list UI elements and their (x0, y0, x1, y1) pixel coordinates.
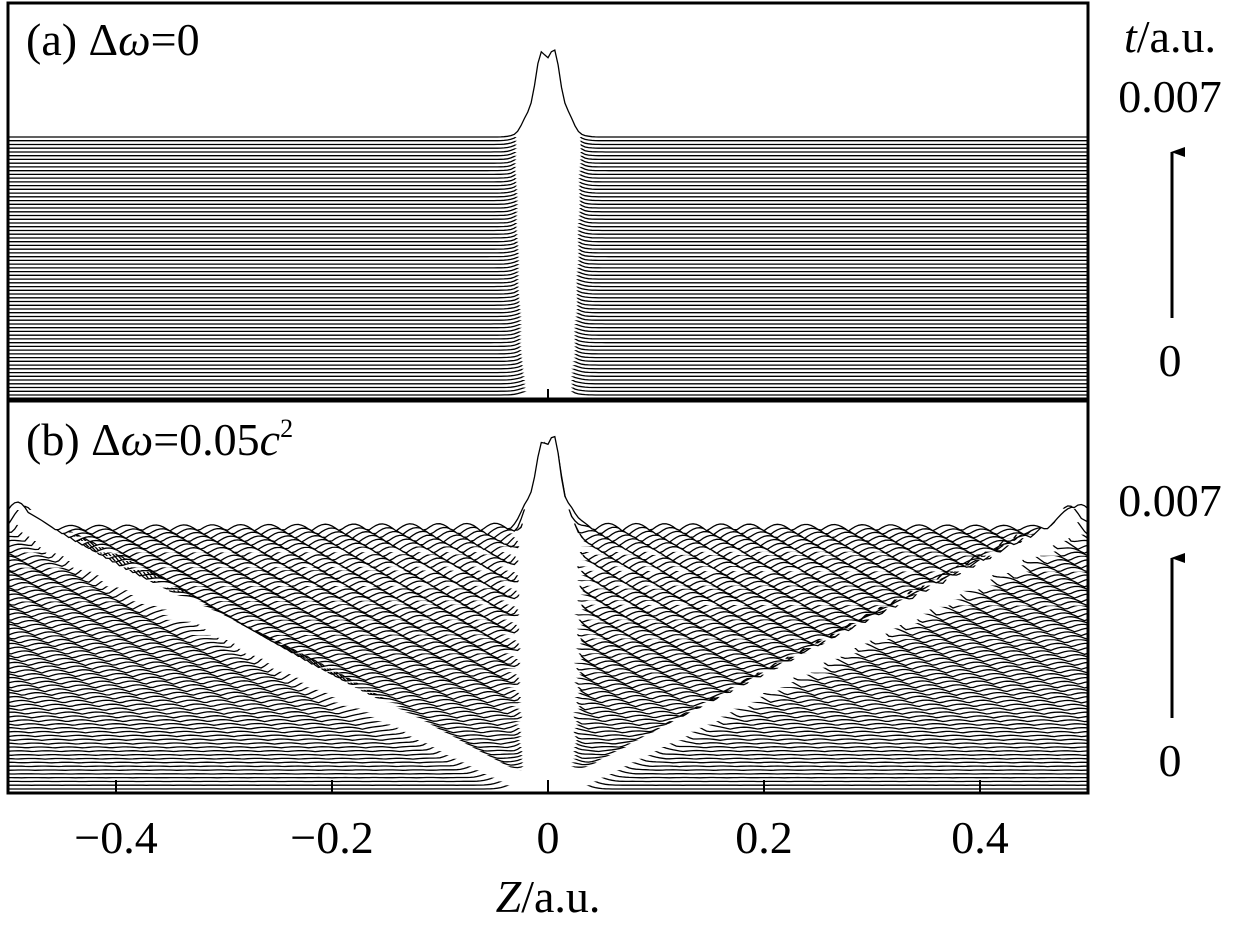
x-tick-label: 0.4 (951, 812, 1009, 863)
panel-b: (b) Δω=0.05c2 (6, 399, 1090, 795)
panel-a-label: (a) Δω=0 (26, 14, 200, 65)
panel-b-label: (b) Δω=0.05c2 (26, 414, 293, 465)
panel-b-traces (7, 435, 1089, 790)
panel-a-y-bottom-label: 0 (1159, 335, 1182, 386)
x-axis-ticks (115, 389, 981, 793)
y-axis-title: t/a.u. (1124, 11, 1216, 62)
x-tick-label: 0.2 (735, 812, 793, 863)
x-tick-label: 0 (537, 812, 560, 863)
panel-a-y-top-label: 0.007 (1118, 71, 1222, 122)
trace-line (7, 435, 1089, 532)
trace-line (8, 49, 1088, 138)
x-axis-title: Z/a.u. (496, 871, 601, 922)
panel-a-traces (8, 49, 1088, 396)
x-tick-label: −0.4 (74, 812, 157, 863)
panel-b-y-bottom-label: 0 (1159, 735, 1182, 786)
panel-b-y-top-label: 0.007 (1118, 475, 1222, 526)
x-tick-labels: −0.4 −0.2 0 0.2 0.4 (74, 812, 1008, 863)
x-tick-label: −0.2 (290, 812, 373, 863)
panel-a: (a) Δω=0 (6, 1, 1090, 401)
